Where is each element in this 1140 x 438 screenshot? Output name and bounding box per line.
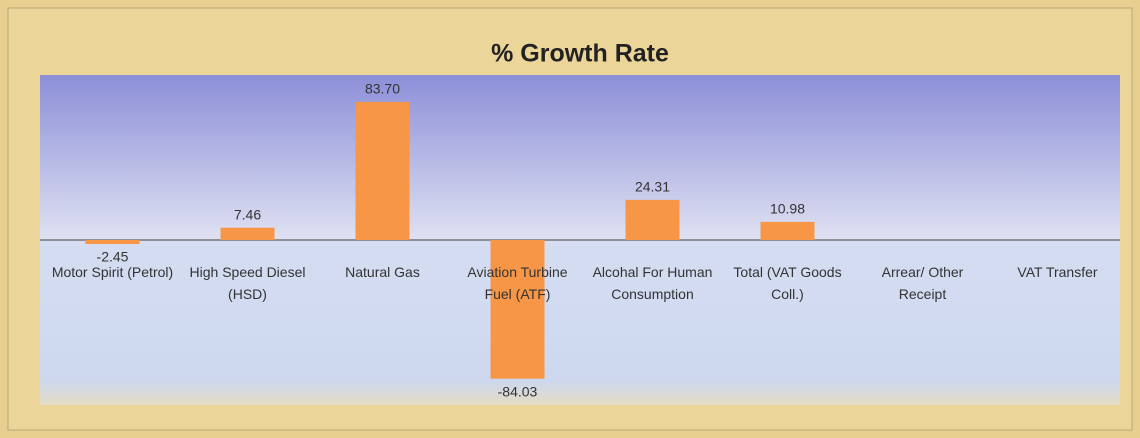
data-label: -2.45 <box>97 249 129 265</box>
x-tick-label: VAT Transfer <box>1017 264 1098 280</box>
data-label: 24.31 <box>635 179 670 195</box>
chart-title: % Growth Rate <box>491 40 669 68</box>
x-tick-label: Aviation Turbine Fuel (ATF) <box>467 264 568 302</box>
bar <box>490 240 545 379</box>
bar <box>220 227 275 240</box>
data-label: 83.70 <box>365 81 400 97</box>
bar <box>355 101 410 241</box>
x-tick-label: Total (VAT Goods Coll.) <box>733 264 842 302</box>
data-label: 10.98 <box>770 201 805 217</box>
bar <box>760 221 815 240</box>
data-label: 7.46 <box>234 206 261 222</box>
x-tick-label: High Speed Diesel (HSD) <box>189 264 306 302</box>
bar <box>85 240 140 245</box>
x-tick-label: Natural Gas <box>345 264 420 280</box>
bar <box>625 199 680 240</box>
data-label: -84.03 <box>498 383 538 399</box>
x-tick-label: Motor Spirit (Petrol) <box>51 264 174 280</box>
x-tick-label: Arrear/ Other Receipt <box>881 264 964 302</box>
x-tick-label: Alcohal For Human Consumption <box>592 264 713 302</box>
plot-area-bottom <box>40 240 1120 405</box>
plot-area-top <box>40 75 1120 240</box>
